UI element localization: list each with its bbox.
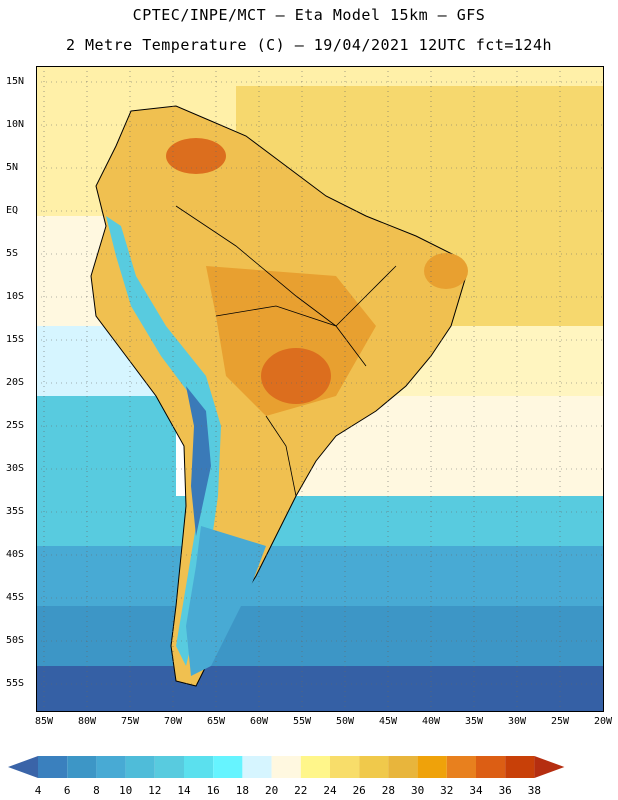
longitude-label: 20W (593, 716, 613, 727)
colorbar-label: 32 (440, 784, 454, 797)
colorbar-label: 12 (148, 784, 162, 797)
latitude-label: 35S (6, 506, 25, 517)
colorbar-label: 8 (93, 784, 100, 797)
colorbar-box (184, 756, 214, 778)
longitude-label: 55W (292, 716, 312, 727)
latitude-label: 50S (6, 635, 25, 646)
border-line-3 (265, 415, 297, 497)
brazil-hot-core (206, 266, 376, 416)
colorbar-label: 16 (206, 784, 220, 797)
colorbar-label: 14 (177, 784, 191, 797)
latitude-label: 20S (6, 377, 25, 388)
longitude-label: 35W (464, 716, 484, 727)
colorbar-box (213, 756, 243, 778)
colorbar-box (417, 756, 447, 778)
colorbar-label: 10 (118, 784, 133, 797)
colorbar-box (359, 756, 389, 778)
andes-high-peaks (186, 386, 211, 536)
colorbar-box (38, 756, 68, 778)
longitude-label: 25W (550, 716, 570, 727)
latitude-label: 25S (6, 420, 25, 431)
colorbar-box (96, 756, 126, 778)
map-frame (36, 66, 604, 712)
colorbar-label: 26 (352, 784, 366, 797)
colorbar-box (154, 756, 184, 778)
colorbar-arrow-left (8, 756, 38, 778)
colorbar-box (67, 756, 97, 778)
ocean-cold-band-4 (36, 666, 604, 712)
latitude-label: 45S (6, 592, 25, 603)
hotspot-northeast (424, 253, 468, 289)
colorbar-box (505, 756, 535, 778)
latitude-label: 55S (6, 678, 25, 689)
border-line-1 (175, 205, 337, 327)
andes-range (106, 216, 221, 666)
latitude-label: 40S (6, 549, 25, 560)
hotspot-venezuela (166, 138, 226, 174)
latitude-label: 5N (6, 162, 19, 173)
longitude-label: 80W (77, 716, 97, 727)
latitude-label: 5S (6, 248, 19, 259)
latitude-label: 10S (6, 291, 25, 302)
colorbar-box (446, 756, 476, 778)
colorbar-label: 34 (469, 784, 483, 797)
latitude-label: 15N (6, 76, 25, 87)
ocean-pacific-cold (36, 396, 176, 496)
colorbar-box (242, 756, 272, 778)
ocean-cold-band-3 (36, 606, 604, 666)
longitude-label: 65W (206, 716, 226, 727)
longitude-label: 40W (421, 716, 441, 727)
longitude-label: 50W (335, 716, 355, 727)
ocean-cold-band-1 (36, 496, 604, 546)
colorbar-box (125, 756, 155, 778)
temperature-map (36, 66, 604, 712)
colorbar-box (271, 756, 301, 778)
colorbar-label: 24 (323, 784, 337, 797)
colorbar-arrow-right (534, 756, 565, 778)
colorbar-box (300, 756, 330, 778)
colorbar-box (476, 756, 506, 778)
longitude-label: 75W (120, 716, 140, 727)
colorbar-label: 28 (381, 784, 396, 797)
title-line-1: CPTEC/INPE/MCT – Eta Model 15km – GFS (132, 6, 486, 24)
colorbar-label: 36 (498, 784, 512, 797)
colorbar-label: 22 (294, 784, 308, 797)
latitude-label: EQ (6, 205, 19, 216)
border-line-2 (215, 305, 367, 367)
colorbar-label: 20 (264, 784, 279, 797)
title-line-2: 2 Metre Temperature (C) – 19/04/2021 12U… (65, 36, 553, 54)
colorbar-label: 6 (63, 784, 71, 797)
border-line-4 (335, 265, 397, 327)
colorbar-box (330, 756, 360, 778)
longitude-label: 60W (249, 716, 269, 727)
hotspot-pantanal (261, 348, 331, 404)
latitude-label: 30S (6, 463, 25, 474)
longitude-label: 30W (507, 716, 527, 727)
patagonia-cold (186, 526, 266, 676)
colorbar-label: 18 (235, 784, 250, 797)
colorbar-label: 30 (410, 784, 425, 797)
colorbar-label: 4 (34, 784, 42, 797)
colorbar-box (388, 756, 418, 778)
longitude-label: 45W (378, 716, 398, 727)
colorbar (0, 752, 618, 782)
longitude-label: 85W (34, 716, 54, 727)
latitude-label: 15S (6, 334, 25, 345)
ocean-cold-band-2 (36, 546, 604, 606)
colorbar-label: 38 (527, 784, 542, 797)
latitude-label: 10N (6, 119, 25, 130)
longitude-label: 70W (163, 716, 183, 727)
